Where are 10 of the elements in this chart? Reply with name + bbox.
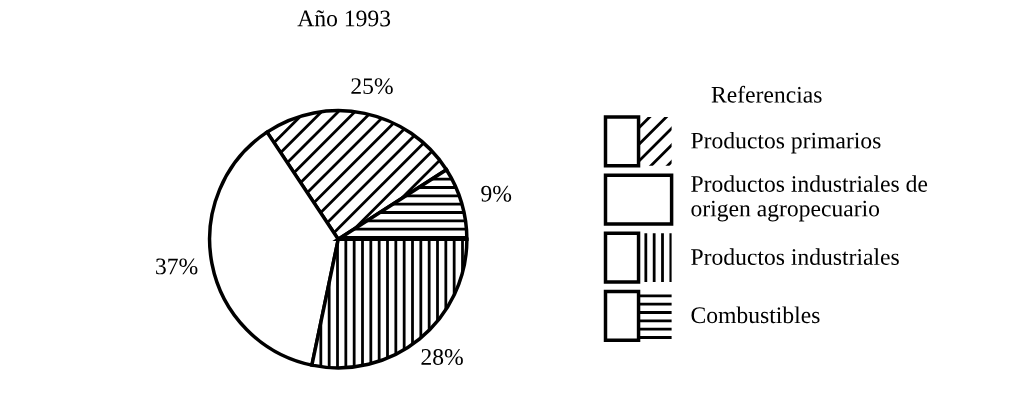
legend-title: Referencias <box>711 85 822 103</box>
data-label: 9% <box>481 185 512 202</box>
legend-label: Productos primarios <box>691 131 881 154</box>
legend-label: Productos industriales <box>691 248 899 265</box>
data-label: 25% <box>351 78 393 95</box>
data-label: 37% <box>156 258 198 275</box>
chart-title: Año 1993 <box>297 10 391 27</box>
legend-label: Combustibles <box>691 306 820 324</box>
legend-label: Productos industriales de origen agropecuario <box>691 175 928 222</box>
data-label: 28% <box>421 349 463 366</box>
